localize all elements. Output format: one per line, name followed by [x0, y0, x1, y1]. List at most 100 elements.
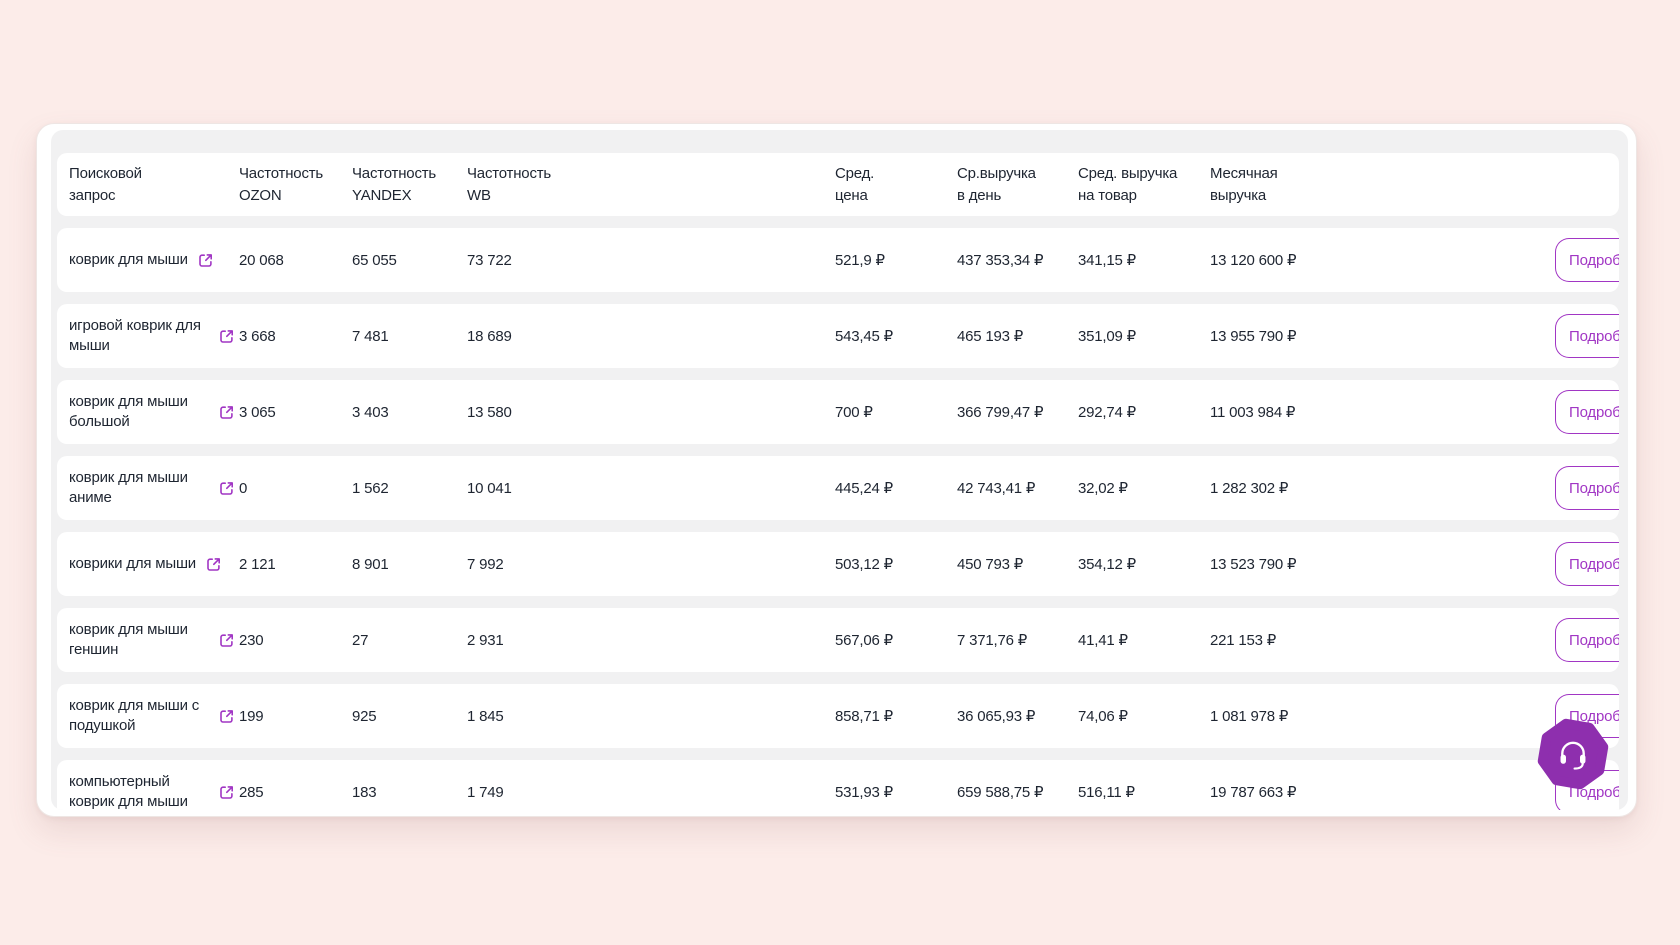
query-cell: коврик для мыши геншин: [69, 620, 239, 661]
query-text: компьютерный коврик для мыши: [69, 772, 188, 810]
avg-revenue-day: 36 065,93 ₽: [957, 708, 1036, 725]
monthly-revenue: 13 523 790 ₽: [1210, 556, 1297, 573]
monthly-revenue: 13 120 600 ₽: [1210, 252, 1297, 269]
avg-revenue-day: 42 743,41 ₽: [957, 480, 1036, 497]
table-row: игровой коврик для мыши 3 668 7 481 18 6…: [57, 304, 1619, 368]
avg-revenue-day: 7 371,76 ₽: [957, 632, 1028, 649]
query-text: коврик для мыши большой: [69, 392, 188, 430]
yandex-frequency: 7 481: [352, 327, 389, 345]
wb-frequency: 2 931: [467, 631, 504, 649]
wb-frequency: 18 689: [467, 327, 512, 345]
details-button[interactable]: Подроб: [1555, 618, 1619, 662]
table-row: коврик для мыши аниме 0 1 562 10 041 445…: [57, 456, 1619, 520]
details-button[interactable]: Подроб: [1555, 390, 1619, 434]
query-cell: коврики для мыши: [69, 554, 239, 574]
avg-price: 503,12 ₽: [835, 556, 893, 573]
table-row: коврик для мыши геншин 230 27 2 931 567,…: [57, 608, 1619, 672]
external-link-icon[interactable]: [218, 632, 235, 649]
wb-frequency: 10 041: [467, 479, 512, 497]
avg-price: 700 ₽: [835, 404, 873, 421]
avg-revenue-item: 32,02 ₽: [1078, 480, 1128, 497]
avg-revenue-item: 341,15 ₽: [1078, 252, 1136, 269]
monthly-revenue: 11 003 984 ₽: [1210, 404, 1296, 421]
query-cell: коврик для мыши большой: [69, 392, 239, 433]
yandex-frequency: 1 562: [352, 479, 389, 497]
external-link-icon[interactable]: [197, 252, 214, 269]
ozon-frequency: 2 121: [239, 555, 276, 573]
column-header-rev-item: Сред. выручка на товар: [1078, 165, 1178, 204]
avg-revenue-day: 450 793 ₽: [957, 556, 1024, 573]
query-cell: коврик для мыши: [69, 250, 239, 270]
query-text: коврик для мыши аниме: [69, 468, 188, 506]
column-header-monthly: Месячная выручка: [1210, 165, 1278, 204]
ozon-frequency: 3 065: [239, 403, 276, 421]
monthly-revenue: 19 787 663 ₽: [1210, 784, 1297, 801]
query-cell: коврик для мыши аниме: [69, 468, 239, 509]
wb-frequency: 1 845: [467, 707, 504, 725]
table-row: компьютерный коврик для мыши 285 183 1 7…: [57, 760, 1619, 810]
query-text: коврик для мыши геншин: [69, 620, 188, 658]
external-link-icon[interactable]: [218, 708, 235, 725]
avg-revenue-day: 437 353,34 ₽: [957, 252, 1044, 269]
column-header-rev-day: Ср.выручка в день: [957, 165, 1036, 204]
table-row: коврик для мыши большой 3 065 3 403 13 5…: [57, 380, 1619, 444]
yandex-frequency: 65 055: [352, 251, 397, 269]
monthly-revenue: 13 955 790 ₽: [1210, 328, 1297, 345]
table-row: коврик для мыши 20 068 65 055 73 722 521…: [57, 228, 1619, 292]
avg-price: 543,45 ₽: [835, 328, 893, 345]
query-cell: компьютерный коврик для мыши: [69, 772, 239, 810]
yandex-frequency: 3 403: [352, 403, 389, 421]
ozon-frequency: 230: [239, 631, 264, 649]
external-link-icon[interactable]: [218, 784, 235, 801]
details-button[interactable]: Подроб: [1555, 238, 1619, 282]
query-text: игровой коврик для мыши: [69, 316, 201, 354]
avg-revenue-item: 354,12 ₽: [1078, 556, 1136, 573]
column-header-price: Сред. цена: [835, 165, 875, 204]
wb-frequency: 73 722: [467, 251, 512, 269]
avg-revenue-item: 351,09 ₽: [1078, 328, 1136, 345]
avg-revenue-item: 41,41 ₽: [1078, 632, 1128, 649]
headset-icon: [1560, 741, 1586, 770]
ozon-frequency: 0: [239, 479, 248, 497]
yandex-frequency: 8 901: [352, 555, 389, 573]
query-cell: коврик для мыши с подушкой: [69, 696, 239, 737]
yandex-frequency: 183: [352, 783, 377, 801]
details-button[interactable]: Подроб: [1555, 466, 1619, 510]
external-link-icon[interactable]: [205, 556, 222, 573]
query-cell: игровой коврик для мыши: [69, 316, 239, 357]
avg-revenue-item: 292,74 ₽: [1078, 404, 1136, 421]
yandex-frequency: 27: [352, 631, 369, 649]
avg-price: 445,24 ₽: [835, 480, 893, 497]
query-text: коврик для мыши с подушкой: [69, 696, 200, 734]
column-header-query: Поисковой запрос: [69, 165, 142, 204]
table-panel: Поисковой запрос Частотность OZON Частот…: [51, 130, 1628, 810]
external-link-icon[interactable]: [218, 480, 235, 497]
avg-revenue-day: 659 588,75 ₽: [957, 784, 1044, 801]
details-button[interactable]: Подроб: [1555, 542, 1619, 586]
column-header-ozon: Частотность OZON: [239, 165, 324, 204]
avg-revenue-day: 465 193 ₽: [957, 328, 1024, 345]
column-header-yandex: Частотность YANDEX: [352, 165, 437, 204]
avg-price: 567,06 ₽: [835, 632, 893, 649]
support-blob-shape: [1537, 718, 1609, 790]
ozon-frequency: 285: [239, 783, 264, 801]
table-row: коврик для мыши с подушкой 199 925 1 845…: [57, 684, 1619, 748]
support-button[interactable]: [1536, 717, 1610, 791]
external-link-icon[interactable]: [218, 404, 235, 421]
query-text: коврик для мыши: [69, 250, 188, 268]
table-row: коврики для мыши 2 121 8 901 7 992 503,1…: [57, 532, 1619, 596]
wb-frequency: 7 992: [467, 555, 504, 573]
monthly-revenue: 1 282 302 ₽: [1210, 480, 1289, 497]
ozon-frequency: 199: [239, 707, 264, 725]
details-button[interactable]: Подроб: [1555, 314, 1619, 358]
query-text: коврики для мыши: [69, 554, 196, 572]
monthly-revenue: 221 153 ₽: [1210, 632, 1277, 649]
external-link-icon[interactable]: [218, 328, 235, 345]
avg-revenue-item: 74,06 ₽: [1078, 708, 1128, 725]
avg-revenue-item: 516,11 ₽: [1078, 784, 1135, 801]
avg-price: 531,93 ₽: [835, 784, 893, 801]
monthly-revenue: 1 081 978 ₽: [1210, 708, 1289, 725]
avg-price: 858,71 ₽: [835, 708, 893, 725]
ozon-frequency: 20 068: [239, 251, 284, 269]
yandex-frequency: 925: [352, 707, 377, 725]
